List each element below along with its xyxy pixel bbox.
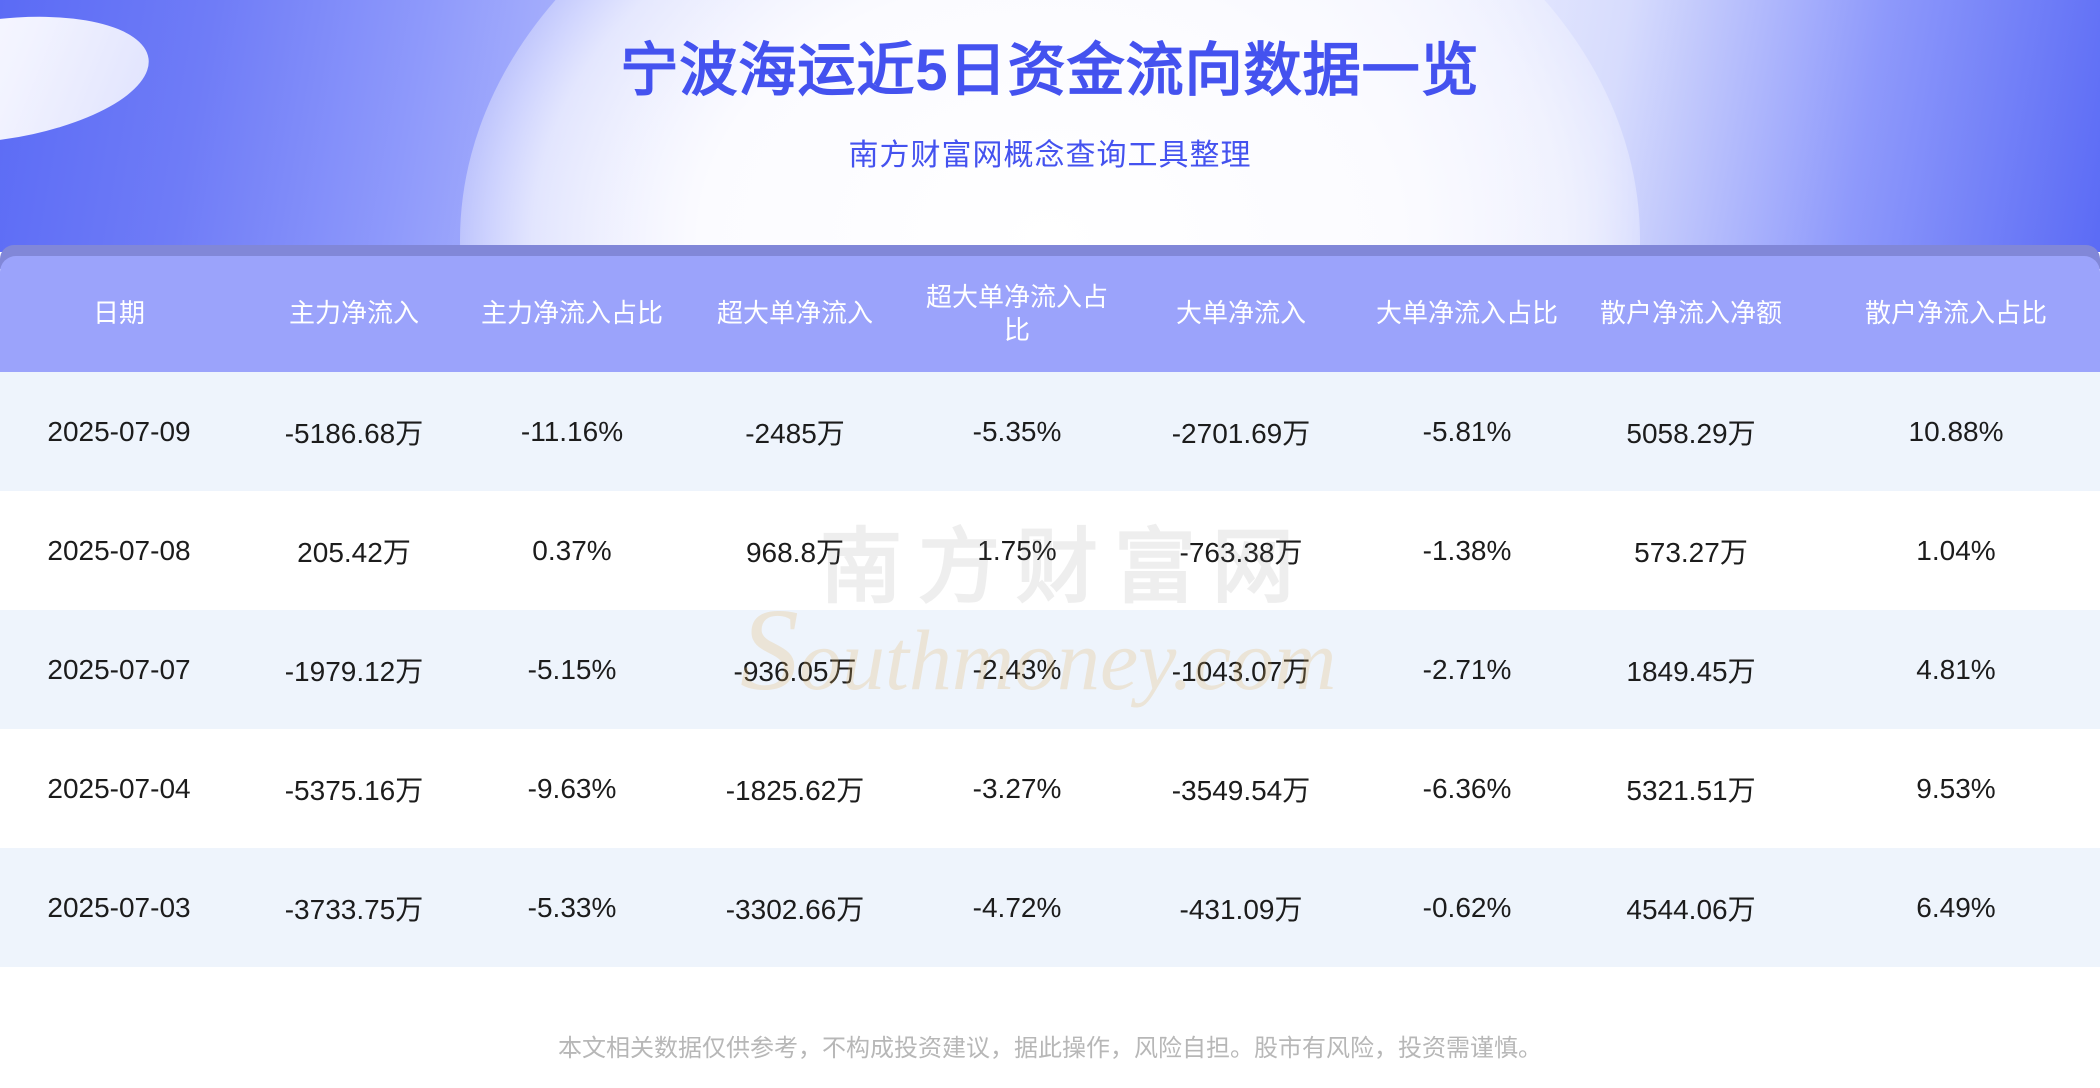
cell-main-net-inflow: -5375.16万 [238, 729, 470, 848]
cell-date: 2025-07-04 [0, 729, 238, 848]
table-body: 2025-07-09 -5186.68万 -11.16% -2485万 -5.3… [0, 372, 2100, 967]
cell-large-net-inflow-pct: -0.62% [1364, 848, 1570, 967]
cell-retail-net-pct: 6.49% [1812, 848, 2100, 967]
table-head: 日期 主力净流入 主力净流入占比 超大单净流入 超大单净流入占比 大单净流入 大… [0, 256, 2100, 372]
column-header-retail-net-pct: 散户净流入占比 [1812, 256, 2100, 372]
cell-main-net-inflow-pct: -5.33% [470, 848, 674, 967]
cell-date: 2025-07-08 [0, 491, 238, 610]
column-header-date: 日期 [0, 256, 238, 372]
page-subtitle: 南方财富网概念查询工具整理 [848, 138, 1252, 172]
cell-xl-net-inflow-pct: -2.43% [916, 610, 1118, 729]
column-header-xl-net-inflow-pct: 超大单净流入占比 [916, 256, 1118, 372]
cell-retail-net-pct: 4.81% [1812, 610, 2100, 729]
cell-retail-net-amount: 4544.06万 [1570, 848, 1812, 967]
cell-xl-net-inflow: 968.8万 [674, 491, 916, 610]
cell-large-net-inflow-pct: -6.36% [1364, 729, 1570, 848]
cell-retail-net-pct: 1.04% [1812, 491, 2100, 610]
cell-retail-net-amount: 5321.51万 [1570, 729, 1812, 848]
cell-large-net-inflow-pct: -5.81% [1364, 372, 1570, 491]
cell-main-net-inflow: -3733.75万 [238, 848, 470, 967]
cell-retail-net-amount: 573.27万 [1570, 491, 1812, 610]
cell-main-net-inflow-pct: -11.16% [470, 372, 674, 491]
table-row: 2025-07-07 -1979.12万 -5.15% -936.05万 -2.… [0, 610, 2100, 729]
cell-retail-net-pct: 9.53% [1812, 729, 2100, 848]
cell-main-net-inflow-pct: -9.63% [470, 729, 674, 848]
table-row: 2025-07-03 -3733.75万 -5.33% -3302.66万 -4… [0, 848, 2100, 967]
cell-xl-net-inflow: -1825.62万 [674, 729, 916, 848]
cell-retail-net-amount: 1849.45万 [1570, 610, 1812, 729]
table-row: 2025-07-09 -5186.68万 -11.16% -2485万 -5.3… [0, 372, 2100, 491]
cell-large-net-inflow: -431.09万 [1118, 848, 1364, 967]
banner-text-block: 宁波海运近5日资金流向数据一览 南方财富网概念查询工具整理 [0, 0, 2100, 174]
table-row: 2025-07-04 -5375.16万 -9.63% -1825.62万 -3… [0, 729, 2100, 848]
cell-xl-net-inflow: -936.05万 [674, 610, 916, 729]
column-header-large-net-inflow-pct: 大单净流入占比 [1364, 256, 1570, 372]
column-header-main-net-inflow-pct: 主力净流入占比 [470, 256, 674, 372]
disclaimer-footer: 本文相关数据仅供参考，不构成投资建议，据此操作，风险自担。股市有风险，投资需谨慎… [558, 1035, 1542, 1062]
cell-date: 2025-07-03 [0, 848, 238, 967]
column-header-large-net-inflow: 大单净流入 [1118, 256, 1364, 372]
fund-flow-table-wrapper: 日期 主力净流入 主力净流入占比 超大单净流入 超大单净流入占比 大单净流入 大… [0, 256, 2100, 967]
cell-xl-net-inflow-pct: 1.75% [916, 491, 1118, 610]
cell-large-net-inflow-pct: -2.71% [1364, 610, 1570, 729]
table-row: 2025-07-08 205.42万 0.37% 968.8万 1.75% -7… [0, 491, 2100, 610]
fund-flow-table: 日期 主力净流入 主力净流入占比 超大单净流入 超大单净流入占比 大单净流入 大… [0, 256, 2100, 967]
cell-xl-net-inflow: -2485万 [674, 372, 916, 491]
page-title: 宁波海运近5日资金流向数据一览 [620, 38, 1480, 103]
column-header-main-net-inflow: 主力净流入 [238, 256, 470, 372]
cell-main-net-inflow-pct: 0.37% [470, 491, 674, 610]
table-header-row: 日期 主力净流入 主力净流入占比 超大单净流入 超大单净流入占比 大单净流入 大… [0, 256, 2100, 372]
cell-retail-net-pct: 10.88% [1812, 372, 2100, 491]
column-header-retail-net-amount: 散户净流入净额 [1570, 256, 1812, 372]
header-banner [0, 0, 2100, 252]
decorative-core-glow [460, 0, 1640, 252]
cell-large-net-inflow-pct: -1.38% [1364, 491, 1570, 610]
cell-main-net-inflow: -1979.12万 [238, 610, 470, 729]
cell-large-net-inflow: -1043.07万 [1118, 610, 1364, 729]
cell-main-net-inflow-pct: -5.15% [470, 610, 674, 729]
cell-retail-net-amount: 5058.29万 [1570, 372, 1812, 491]
cell-main-net-inflow: 205.42万 [238, 491, 470, 610]
cell-large-net-inflow: -763.38万 [1118, 491, 1364, 610]
cell-large-net-inflow: -2701.69万 [1118, 372, 1364, 491]
cell-date: 2025-07-09 [0, 372, 238, 491]
cell-xl-net-inflow-pct: -4.72% [916, 848, 1118, 967]
cell-xl-net-inflow-pct: -3.27% [916, 729, 1118, 848]
cell-xl-net-inflow: -3302.66万 [674, 848, 916, 967]
cell-main-net-inflow: -5186.68万 [238, 372, 470, 491]
cell-xl-net-inflow-pct: -5.35% [916, 372, 1118, 491]
cell-large-net-inflow: -3549.54万 [1118, 729, 1364, 848]
cell-date: 2025-07-07 [0, 610, 238, 729]
column-header-xl-net-inflow: 超大单净流入 [674, 256, 916, 372]
